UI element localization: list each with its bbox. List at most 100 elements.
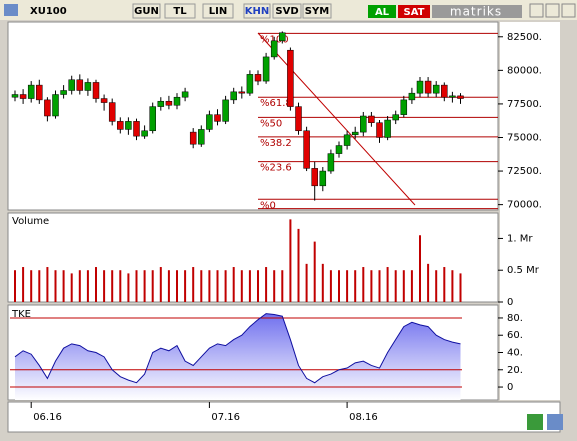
volume-bar	[451, 270, 454, 302]
volume-bar	[200, 270, 203, 302]
candle-body	[108, 102, 116, 122]
candle-body	[133, 121, 140, 137]
volume-bar	[30, 270, 33, 302]
candle-body	[44, 99, 51, 117]
fib-label: %0	[260, 200, 276, 211]
panel-title: Volume	[12, 216, 49, 227]
window-button[interactable]	[529, 3, 544, 18]
volume-bar	[151, 270, 154, 302]
candle-body	[76, 79, 84, 91]
volume-bar	[354, 270, 357, 302]
candle-body	[432, 84, 440, 94]
settings-icon[interactable]	[547, 414, 563, 430]
price-panel	[7, 21, 499, 211]
toolbar-button-label[interactable]: KHN	[245, 6, 270, 17]
volume-bar	[119, 270, 122, 302]
toolbar-button[interactable]	[302, 3, 332, 19]
volume-bar	[402, 270, 405, 302]
sell-label[interactable]: SAT	[404, 7, 425, 18]
volume-bar	[248, 270, 251, 302]
toolbar-button[interactable]	[164, 3, 196, 19]
toolbar-button-label[interactable]: GUN	[134, 6, 159, 17]
candle-body	[238, 91, 246, 94]
candle-body	[84, 82, 92, 91]
candle-body	[400, 99, 408, 115]
toolbar-button[interactable]	[202, 3, 234, 19]
volume-bar	[135, 270, 138, 302]
volume-bar	[459, 273, 462, 302]
candle-body	[376, 122, 383, 138]
candle-body	[343, 134, 351, 146]
axis-area	[500, 22, 560, 400]
toolbar-button[interactable]	[132, 3, 161, 19]
toolbar-button-label[interactable]: SVD	[275, 6, 298, 17]
volume-bar	[14, 270, 16, 302]
candle-body	[100, 98, 108, 103]
candle-body	[157, 100, 165, 107]
y-tick-label: 75000.	[507, 132, 542, 143]
volume-bar	[410, 270, 413, 302]
candle-body	[335, 145, 343, 154]
fib-label: %-15.14	[420, 210, 462, 221]
volume-bar	[427, 263, 430, 302]
candle-body	[287, 49, 294, 107]
volume-bar	[370, 270, 373, 302]
y-tick-label: 0	[507, 297, 513, 308]
candle-body	[303, 130, 310, 169]
toolbar-button-label[interactable]: TL	[173, 6, 187, 17]
volume-bar	[143, 270, 146, 302]
panel-title: TKE	[11, 309, 31, 320]
candles: %100%61.8%50%38.2%23.6%0%-15.14	[11, 31, 498, 221]
fib-label: %61.8	[260, 98, 292, 109]
toolbar-button-label[interactable]: LIN	[209, 6, 227, 17]
candle-body	[384, 119, 391, 138]
icon[interactable]	[4, 4, 18, 16]
tke-line	[14, 313, 461, 384]
candle-body	[360, 115, 367, 133]
y-tick-label: 0	[507, 382, 513, 393]
volume-bar	[394, 270, 397, 302]
volume-bar	[338, 270, 340, 302]
candle-body	[60, 90, 67, 95]
candle-body	[408, 92, 416, 101]
toolbar-button[interactable]	[243, 3, 271, 19]
volume-bar	[443, 267, 446, 302]
volume-bar	[289, 219, 292, 302]
y-tick-label: 0.5 Mr	[507, 265, 540, 276]
volume-bar	[86, 270, 89, 302]
candle-body	[68, 79, 75, 91]
volume-bar	[38, 270, 41, 302]
volume-bar	[362, 267, 365, 302]
toolbar-button[interactable]	[272, 3, 302, 19]
candle-body	[36, 84, 43, 101]
fib-label: %50	[260, 118, 282, 129]
candle-body	[457, 95, 464, 99]
candle-body	[262, 56, 270, 82]
fib-label: %38.2	[260, 138, 292, 149]
volume-bar	[192, 267, 195, 302]
candle-body	[279, 32, 286, 42]
trend-line	[257, 32, 416, 206]
y-tick-label: 70000.	[507, 200, 542, 211]
candle-body	[125, 121, 132, 130]
y-tick-label: 40.	[507, 348, 523, 359]
y-tick-label: 77500.	[507, 99, 542, 110]
volume-bar	[111, 270, 114, 302]
volume-bar	[176, 270, 178, 302]
brand-box	[432, 5, 522, 18]
volume-bar	[313, 241, 316, 302]
window-button[interactable]	[545, 3, 560, 18]
symbol[interactable]: XU100	[30, 6, 67, 17]
y-tick-label: 1. Mr	[507, 233, 533, 244]
buy-button[interactable]	[368, 5, 396, 18]
volume-bar	[103, 270, 106, 302]
volume-bar	[265, 267, 268, 302]
window-button[interactable]	[561, 3, 576, 18]
volume-bar	[435, 270, 438, 302]
refresh-icon[interactable]	[527, 414, 543, 430]
sell-button[interactable]	[398, 5, 430, 18]
buy-label[interactable]: AL	[375, 7, 390, 18]
volume-bar	[167, 270, 170, 302]
volume-bar	[95, 267, 97, 302]
toolbar-button-label[interactable]: SYM	[305, 6, 329, 17]
